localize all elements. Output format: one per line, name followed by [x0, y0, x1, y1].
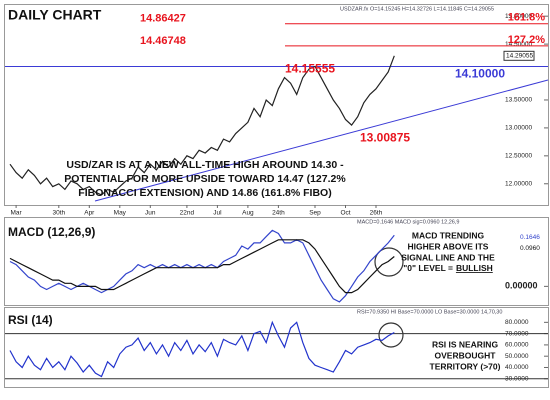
- point-label: 13.00875: [360, 131, 410, 145]
- y-tick-label: 12.00000: [505, 180, 532, 187]
- highlight-circle: [378, 322, 404, 348]
- panel-header: USDZAR.fx O=14.15245 H=14.32726 L=14.118…: [340, 6, 494, 12]
- x-tick-label: Apr: [84, 210, 95, 217]
- annotation: TERRITORY (>70): [430, 361, 501, 371]
- y-tick-label: 40.0000: [505, 364, 529, 371]
- x-tick-label: 30th: [52, 210, 65, 217]
- y-tick-label: 15.00000: [505, 13, 532, 20]
- last-price-box: [503, 50, 535, 61]
- panel-title: RSI (14): [8, 313, 53, 327]
- level-name: 127.2%: [508, 34, 546, 46]
- annotation: OVERBOUGHT: [435, 350, 497, 360]
- y-tick-label: 0.00000: [505, 281, 538, 291]
- y-tick-label: 50.0000: [505, 353, 529, 360]
- panel-header: RSI=70.9350 HI Base=70.0000 LO Base=30.0…: [357, 309, 502, 315]
- last-price-label: 14.29055: [506, 53, 533, 60]
- annotation: HIGHER ABOVE ITS: [408, 241, 489, 251]
- x-tick-label: 22nd: [180, 210, 195, 217]
- highlight-circle: [374, 247, 404, 277]
- panel-title: DAILY CHART: [8, 7, 102, 23]
- x-tick-label: 24th: [272, 210, 285, 217]
- end-value-label: 0.1646: [520, 234, 540, 241]
- y-tick-label: 14.50000: [505, 41, 532, 48]
- y-tick-label: 12.50000: [505, 153, 532, 160]
- x-tick-label: Jul: [213, 210, 222, 217]
- rsi-panel: [4, 307, 549, 388]
- x-tick-label: Jun: [145, 210, 156, 217]
- x-tick-label: Oct: [340, 210, 350, 217]
- trend-line: [94, 79, 549, 202]
- annotation: FIBONACCI EXTENSION) AND 14.86 (161.8% F…: [78, 187, 331, 199]
- level-value: 14.86427: [140, 13, 186, 25]
- level-label: 14.10000: [455, 67, 505, 81]
- panel-header: MACD=0.1646 MACD sig=0.0960 12,26,9: [357, 219, 459, 225]
- y-tick-label: 13.50000: [505, 97, 532, 104]
- macd-panel: [4, 217, 549, 306]
- x-tick-label: May: [114, 210, 127, 217]
- annotation: "0" LEVEL = BULLISH: [403, 263, 493, 273]
- annotation: POTENTIAL FOR MORE UPSIDE TOWARD 14.47 (…: [64, 173, 346, 185]
- end-value-label: 0.0960: [520, 245, 540, 252]
- series-line: [9, 55, 395, 196]
- level-value: 14.46748: [140, 35, 186, 47]
- series-line: [9, 239, 395, 294]
- annotation: RSI IS NEARING: [432, 339, 499, 349]
- x-tick-label: Mar: [10, 210, 22, 217]
- point-label: 14.15555: [285, 62, 335, 76]
- y-tick-label: 80.0000: [505, 319, 529, 326]
- annotation-part: BULLISH: [456, 263, 493, 273]
- price-panel: [4, 4, 549, 206]
- y-tick-label: 13.00000: [505, 125, 532, 132]
- panel-title: MACD (12,26,9): [8, 225, 95, 239]
- annotation: SIGNAL LINE AND THE: [401, 252, 495, 262]
- level-name: 161.8%: [508, 12, 546, 24]
- series-line: [9, 229, 395, 303]
- x-tick-label: Sep: [309, 210, 321, 217]
- annotation: MACD TRENDING: [412, 230, 485, 240]
- x-tick-label: Aug: [242, 210, 254, 217]
- series-line: [9, 320, 395, 378]
- x-tick-label: 26th: [370, 210, 383, 217]
- annotation-part: "0" LEVEL =: [403, 263, 453, 273]
- annotation: USD/ZAR IS AT A NEW ALL-TIME HIGH AROUND…: [66, 159, 344, 171]
- y-tick-label: 60.0000: [505, 342, 529, 349]
